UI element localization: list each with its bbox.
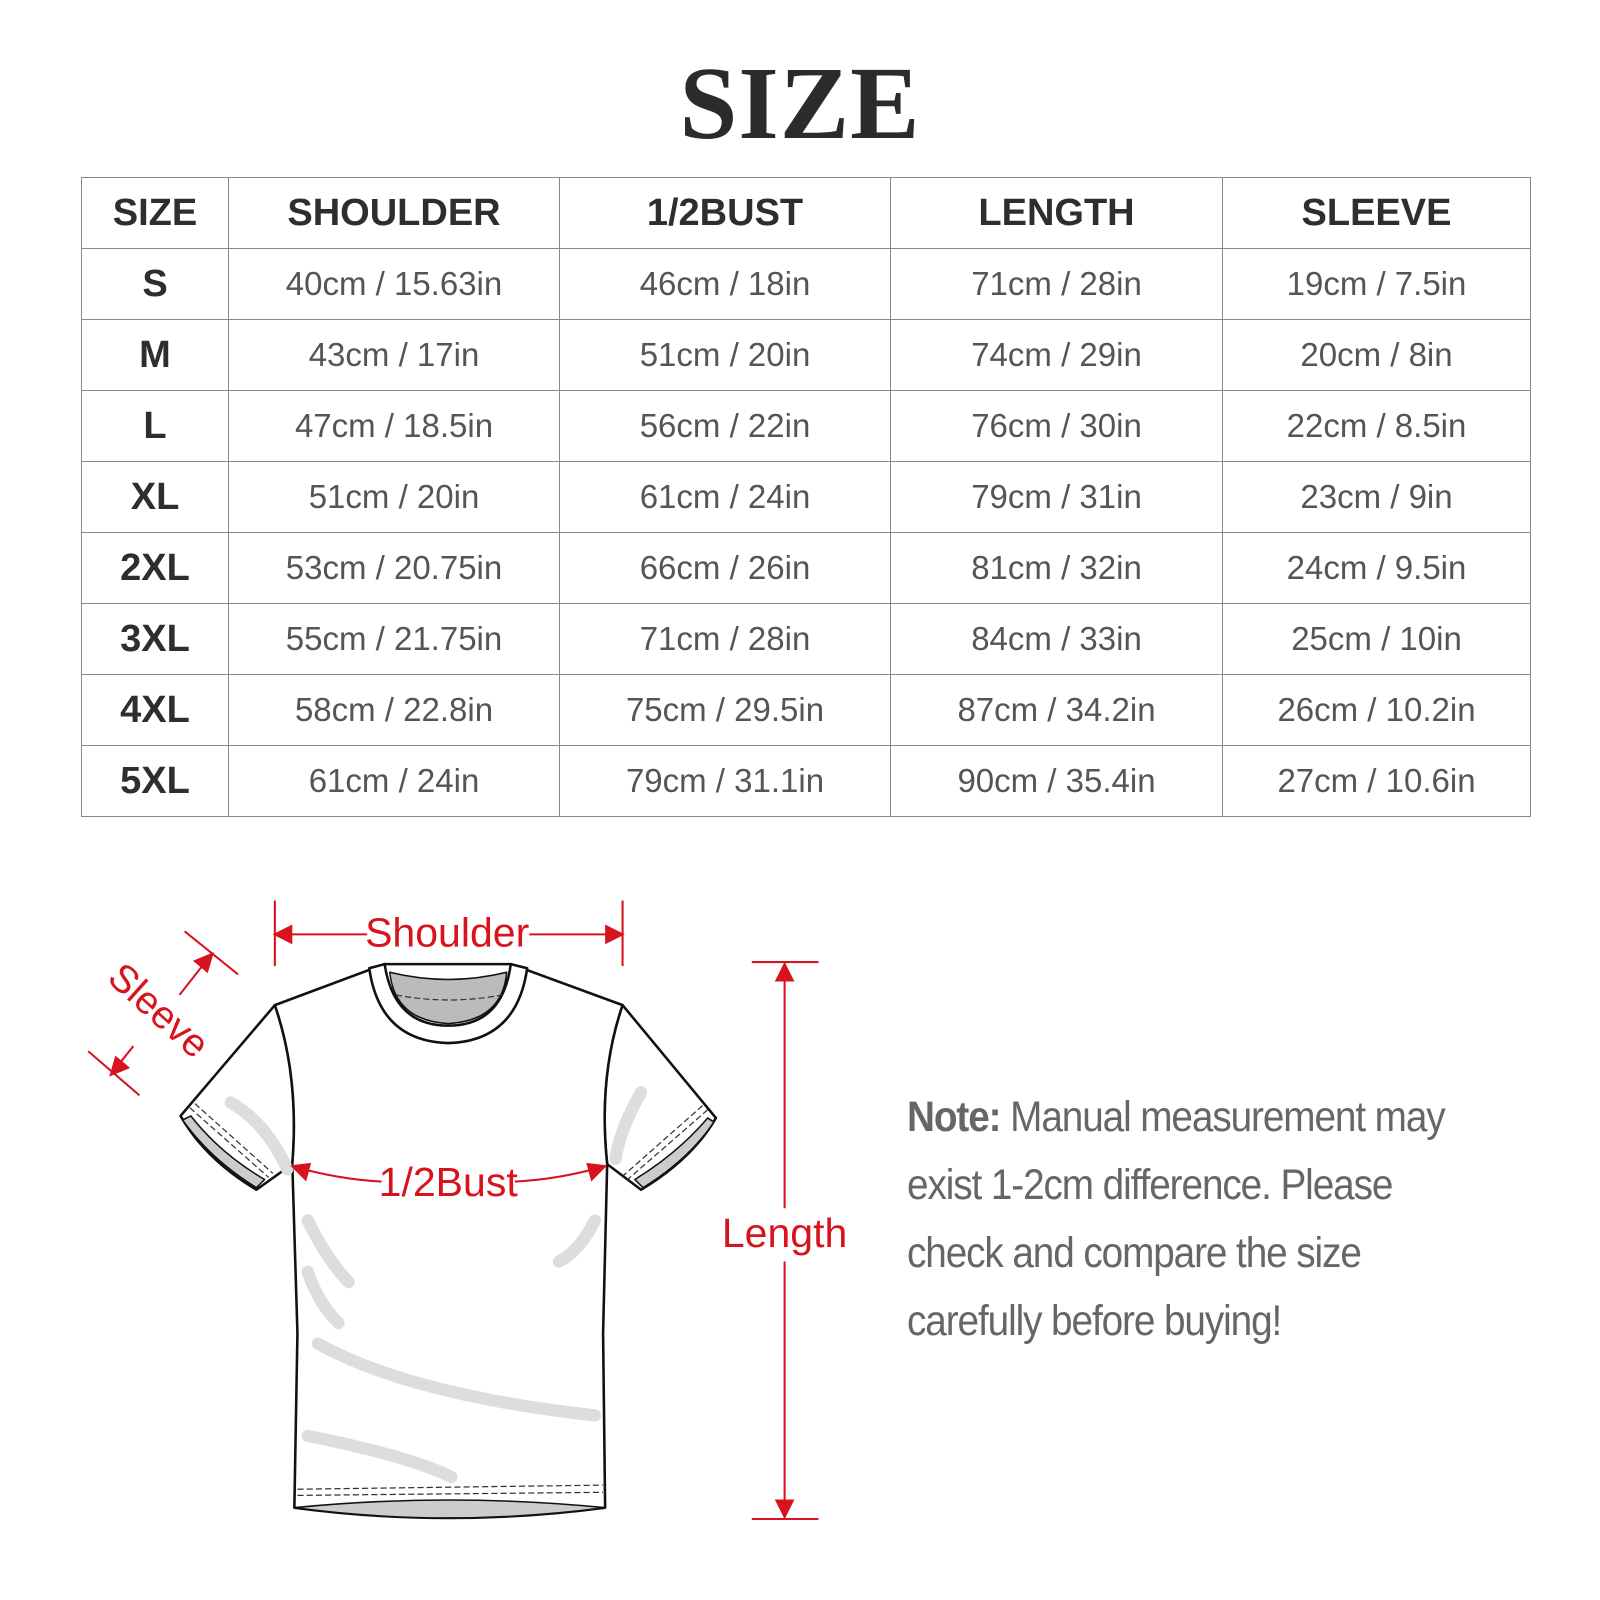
measurement-cell: 25cm / 10in	[1222, 603, 1531, 675]
measurement-cell: 56cm / 22in	[559, 390, 891, 462]
sleeve-label: Sleeve	[100, 955, 217, 1067]
measurement-arrows	[87, 900, 819, 1520]
measurement-cell: 46cm / 18in	[559, 248, 891, 320]
measurement-cell: 76cm / 30in	[890, 390, 1223, 462]
tshirt-illustration	[179, 962, 718, 1520]
length-label: Length	[722, 1210, 847, 1256]
shoulder-label: Shoulder	[365, 910, 529, 956]
measurement-cell: 19cm / 7.5in	[1222, 248, 1531, 320]
size-cell: 3XL	[81, 603, 229, 675]
table-row: M 43cm / 17in 51cm / 20in 74cm / 29in 20cm /…	[81, 319, 1531, 391]
size-cell: XL	[81, 461, 229, 533]
column-header: 1/2BUST	[559, 177, 891, 249]
measurement-cell: 26cm / 10.2in	[1222, 674, 1531, 746]
measurement-cell: 74cm / 29in	[890, 319, 1223, 391]
measurement-cell: 20cm / 8in	[1222, 319, 1531, 391]
measurement-cell: 43cm / 17in	[228, 319, 560, 391]
measurement-cell: 22cm / 8.5in	[1222, 390, 1531, 462]
measurement-cell: 71cm / 28in	[890, 248, 1223, 320]
table-row: 5XL 61cm / 24in 79cm / 31.1in 90cm / 35.4in…	[81, 745, 1531, 817]
note-text: Note: Manual measurement may exist 1-2cm…	[907, 1083, 1483, 1355]
note-label: Note:	[907, 1093, 1002, 1141]
measurement-cell: 61cm / 24in	[559, 461, 891, 533]
measurement-cell: 55cm / 21.75in	[228, 603, 560, 675]
measurement-cell: 90cm / 35.4in	[890, 745, 1223, 817]
measurement-cell: 71cm / 28in	[559, 603, 891, 675]
measurement-cell: 58cm / 22.8in	[228, 674, 560, 746]
table-row: S 40cm / 15.63in 46cm / 18in 71cm / 28in 19c…	[81, 248, 1531, 320]
size-cell: 4XL	[81, 674, 229, 746]
measurement-cell: 79cm / 31.1in	[559, 745, 891, 817]
measurement-cell: 84cm / 33in	[890, 603, 1223, 675]
table-row: XL 51cm / 20in 61cm / 24in 79cm / 31in 23cm …	[81, 461, 1531, 533]
page-title: SIZE	[679, 46, 921, 161]
measurement-cell: 66cm / 26in	[559, 532, 891, 604]
measurement-cell: 53cm / 20.75in	[228, 532, 560, 604]
table-row: 2XL 53cm / 20.75in 66cm / 26in 81cm / 32in 2…	[81, 532, 1531, 604]
table-row: 4XL 58cm / 22.8in 75cm / 29.5in 87cm / 34.2…	[81, 674, 1531, 746]
measurement-cell: 81cm / 32in	[890, 532, 1223, 604]
measurement-cell: 27cm / 10.6in	[1222, 745, 1531, 817]
size-cell: M	[81, 319, 229, 391]
size-cell: L	[81, 390, 229, 462]
measurement-cell: 24cm / 9.5in	[1222, 532, 1531, 604]
measurement-cell: 51cm / 20in	[228, 461, 560, 533]
size-cell: 5XL	[81, 745, 229, 817]
table-header-row: SIZE SHOULDER 1/2BUST LENGTH SLEEVE	[81, 177, 1531, 249]
size-cell: S	[81, 248, 229, 320]
column-header: LENGTH	[890, 177, 1223, 249]
table-row: L 47cm / 18.5in 56cm / 22in 76cm / 30in 22cm…	[81, 390, 1531, 462]
column-header: SIZE	[81, 177, 229, 249]
size-table: SIZE SHOULDER 1/2BUST LENGTH SLEEVE S 40cm / …	[81, 177, 1531, 817]
measurement-cell: 75cm / 29.5in	[559, 674, 891, 746]
measurement-cell: 40cm / 15.63in	[228, 248, 560, 320]
table-row: 3XL 55cm / 21.75in 71cm / 28in 84cm / 33in 2…	[81, 603, 1531, 675]
measurement-cell: 23cm / 9in	[1222, 461, 1531, 533]
column-header: SLEEVE	[1222, 177, 1531, 249]
note-body: Manual measurement may exist 1-2cm diffe…	[907, 1093, 1446, 1345]
bust-label: 1/2Bust	[379, 1159, 519, 1205]
measurement-cell: 61cm / 24in	[228, 745, 560, 817]
